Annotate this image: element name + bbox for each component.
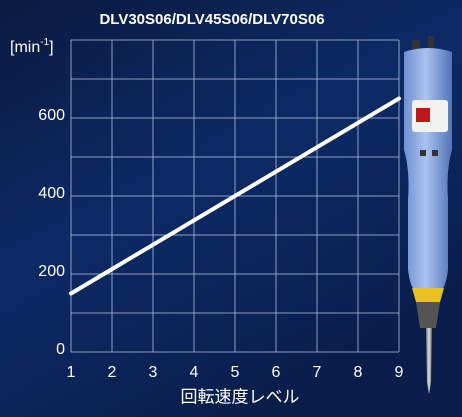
x-tick-label: 9 bbox=[395, 364, 404, 381]
nose bbox=[416, 302, 440, 328]
x-tick-label: 4 bbox=[190, 364, 199, 381]
button bbox=[420, 150, 426, 156]
product-image bbox=[404, 36, 452, 394]
x-tick-label: 5 bbox=[231, 364, 240, 381]
plot-area: 0 200 400 600 1 2 3 4 5 6 7 8 9 bbox=[38, 39, 404, 381]
y-label-part: ] bbox=[49, 39, 53, 56]
y-tick-label: 400 bbox=[38, 185, 65, 202]
y-tick-label: 200 bbox=[38, 263, 65, 280]
display bbox=[416, 108, 430, 122]
x-tick-label: 8 bbox=[354, 364, 363, 381]
tool-body bbox=[404, 48, 452, 290]
y-axis-label: [min-1] bbox=[10, 37, 54, 57]
y-tick-label: 0 bbox=[56, 341, 65, 358]
x-axis-label: 回転速度レベル bbox=[181, 387, 300, 406]
chart-title: DLV30S06/DLV45S06/DLV70S06 bbox=[99, 11, 324, 28]
x-tick-label: 3 bbox=[149, 364, 158, 381]
y-tick-label: 600 bbox=[38, 107, 65, 124]
x-tick-label: 1 bbox=[67, 364, 76, 381]
y-label-superscript: -1 bbox=[40, 37, 49, 48]
cable-port bbox=[412, 40, 420, 54]
collar bbox=[412, 288, 444, 302]
y-label-part: [min bbox=[10, 39, 40, 56]
data-line bbox=[69, 96, 401, 296]
x-tick-label: 2 bbox=[108, 364, 117, 381]
cable-port bbox=[428, 36, 434, 54]
x-tick-label: 6 bbox=[272, 364, 281, 381]
x-tick-label: 7 bbox=[313, 364, 322, 381]
button bbox=[432, 150, 438, 156]
bit bbox=[426, 328, 432, 394]
